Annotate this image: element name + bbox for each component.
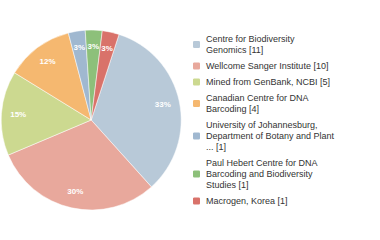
- svg-text:3%: 3%: [88, 42, 100, 51]
- svg-text:Genomics [11]: Genomics [11]: [206, 45, 263, 55]
- svg-text:Studies [1]: Studies [1]: [206, 180, 249, 190]
- svg-text:12%: 12%: [40, 57, 56, 66]
- svg-text:Barcoding [4]: Barcoding [4]: [206, 104, 259, 114]
- svg-text:33%: 33%: [155, 100, 171, 109]
- svg-text:Centre for Biodiversity: Centre for Biodiversity: [206, 34, 295, 44]
- svg-text:Barcoding and Biodiversity: Barcoding and Biodiversity: [206, 169, 313, 179]
- svg-text:Department of Botany and Plant: Department of Botany and Plant: [206, 131, 335, 141]
- svg-text:3%: 3%: [74, 43, 86, 52]
- svg-text:Mined from GenBank, NCBI [5]: Mined from GenBank, NCBI [5]: [206, 77, 330, 87]
- svg-text:... [1]: ... [1]: [206, 142, 226, 152]
- svg-text:Paul Hebert Centre for DNA: Paul Hebert Centre for DNA: [206, 158, 318, 168]
- svg-text:3%: 3%: [101, 44, 113, 53]
- svg-text:Wellcome Sanger Institute [10]: Wellcome Sanger Institute [10]: [206, 61, 328, 71]
- svg-text:30%: 30%: [67, 187, 83, 196]
- svg-text:15%: 15%: [10, 110, 26, 119]
- svg-text:Macrogen, Korea [1]: Macrogen, Korea [1]: [206, 196, 288, 206]
- svg-text:Canadian Centre for DNA: Canadian Centre for DNA: [206, 93, 309, 103]
- svg-text:University of Johannesburg,: University of Johannesburg,: [206, 120, 318, 130]
